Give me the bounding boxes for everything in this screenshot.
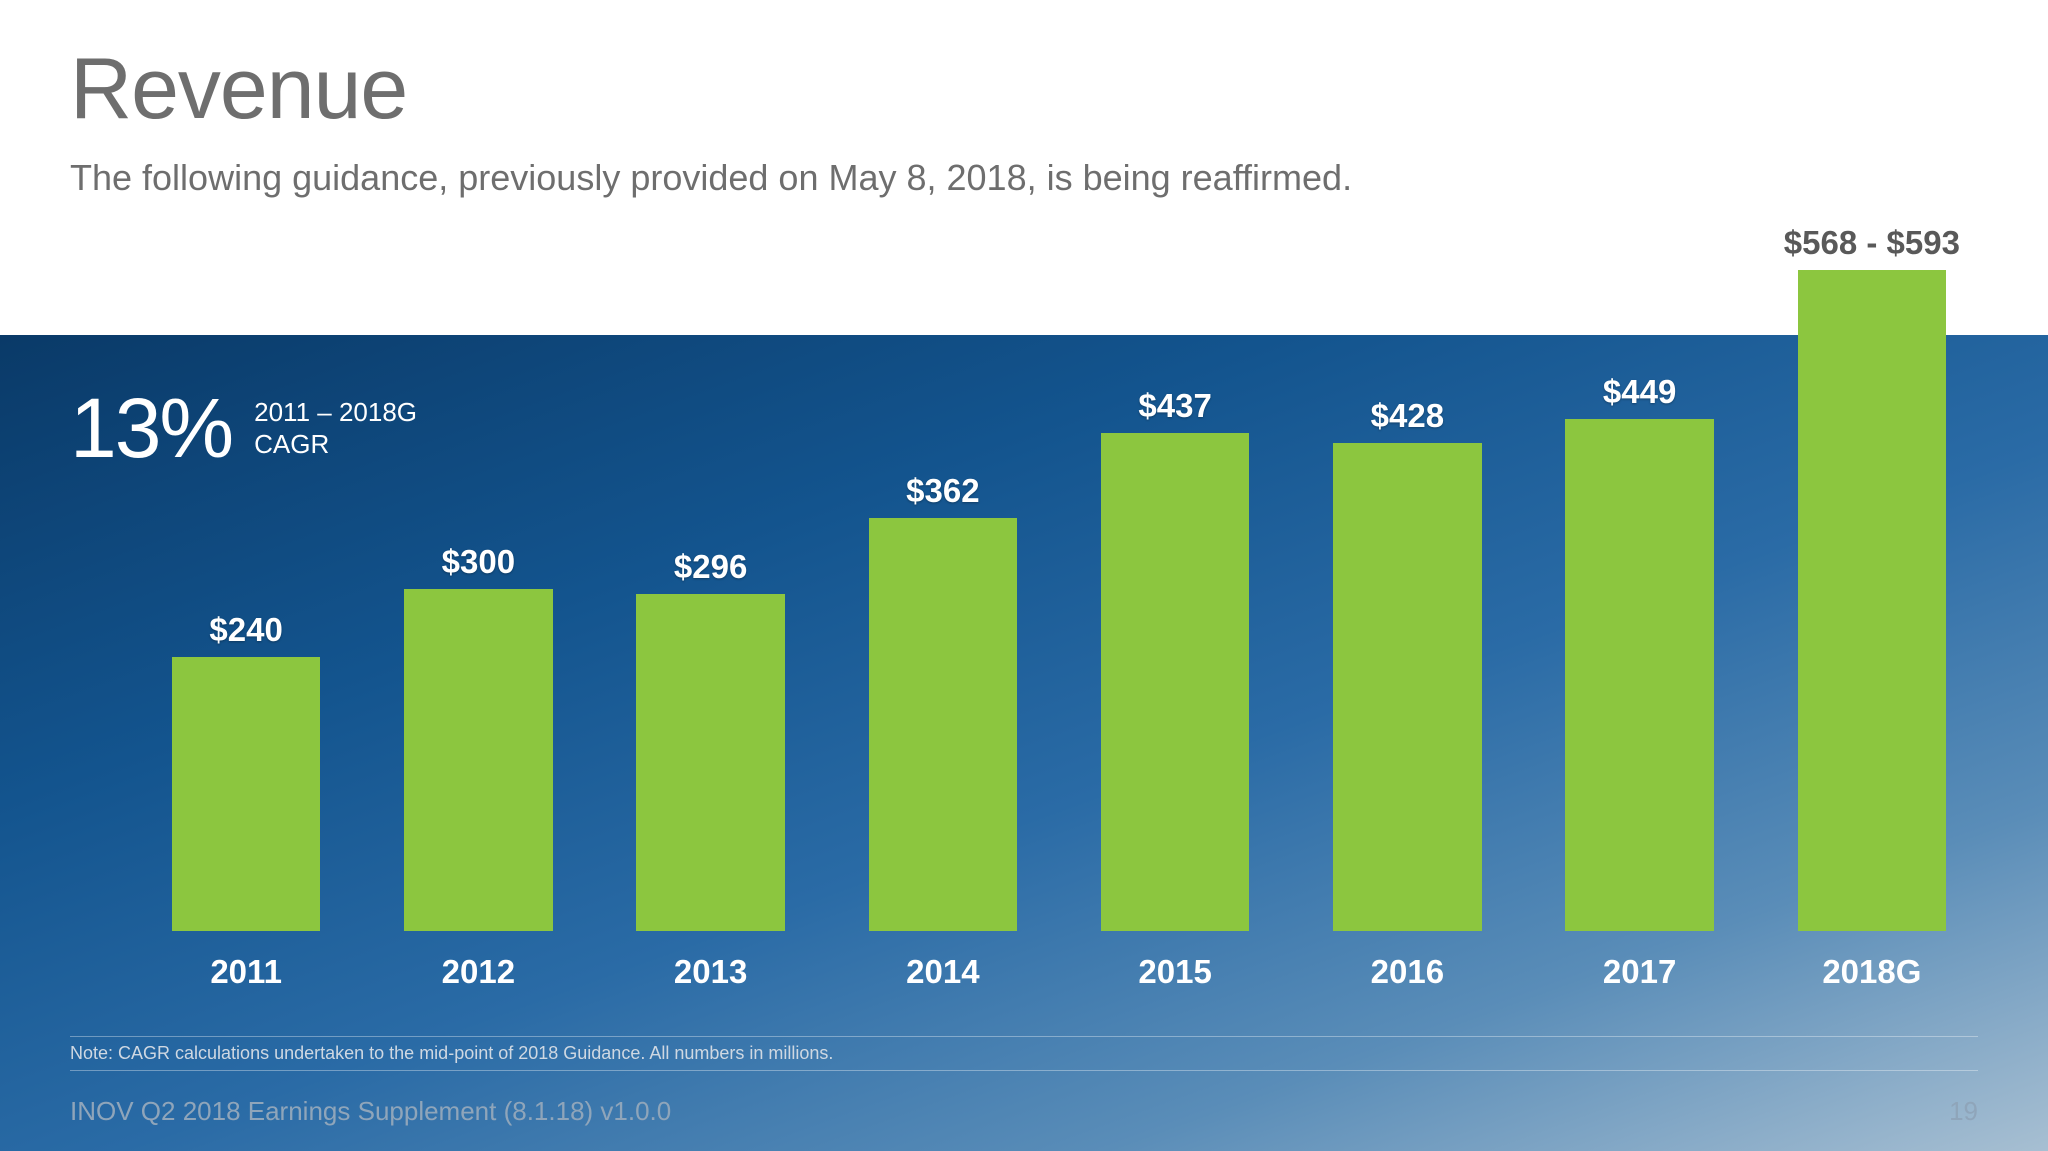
bar xyxy=(1101,433,1250,931)
bar-column: $300 xyxy=(362,255,594,931)
xaxis-label: 2018G xyxy=(1756,953,1988,991)
bar-value-label: $296 xyxy=(595,548,827,586)
header: Revenue The following guidance, previous… xyxy=(70,40,1978,199)
footer-left: INOV Q2 2018 Earnings Supplement (8.1.18… xyxy=(70,1096,671,1127)
bar-column: $296 xyxy=(595,255,827,931)
footnote: Note: CAGR calculations undertaken to th… xyxy=(70,1036,1978,1071)
footer-right: 19 xyxy=(1949,1096,1978,1127)
xaxis-label: 2016 xyxy=(1291,953,1523,991)
bar-value-label: $568 - $593 xyxy=(1756,224,1988,262)
bar-value-label: $437 xyxy=(1059,387,1291,425)
bar-value-label: $362 xyxy=(827,472,1059,510)
bar xyxy=(636,594,785,931)
bars-row: $240$300$296$362 $437$428$449$568 - $593 xyxy=(130,255,1988,931)
revenue-bar-chart: $240$300$296$362 $437$428$449$568 - $593 xyxy=(130,255,1988,931)
bar-column: $568 - $593 xyxy=(1756,255,1988,931)
bar-value-label: $240 xyxy=(130,611,362,649)
xaxis-label: 2011 xyxy=(130,953,362,991)
page-subtitle: The following guidance, previously provi… xyxy=(70,157,1978,199)
bar xyxy=(1565,419,1714,931)
xaxis-label: 2014 xyxy=(827,953,1059,991)
bar-value-label: $300 xyxy=(362,543,594,581)
bar-value-label: $449 xyxy=(1524,373,1756,411)
xaxis-label: 2015 xyxy=(1059,953,1291,991)
xaxis-row: 20112012201320142015201620172018G xyxy=(130,953,1988,991)
bar-column: $240 xyxy=(130,255,362,931)
footer: INOV Q2 2018 Earnings Supplement (8.1.18… xyxy=(70,1096,1978,1127)
bar xyxy=(404,589,553,931)
bar-column: $428 xyxy=(1291,255,1523,931)
bar-value-label: $428 xyxy=(1291,397,1523,435)
xaxis-label: 2017 xyxy=(1524,953,1756,991)
bar xyxy=(1798,270,1947,931)
bar-column: $362 xyxy=(827,255,1059,931)
page-title: Revenue xyxy=(70,40,1978,139)
slide: Revenue The following guidance, previous… xyxy=(0,0,2048,1151)
bar-column: $449 xyxy=(1524,255,1756,931)
xaxis-label: 2012 xyxy=(362,953,594,991)
bar xyxy=(1333,443,1482,931)
bar xyxy=(172,657,321,931)
bar-column: $437 xyxy=(1059,255,1291,931)
xaxis-label: 2013 xyxy=(595,953,827,991)
bar xyxy=(869,518,1018,931)
